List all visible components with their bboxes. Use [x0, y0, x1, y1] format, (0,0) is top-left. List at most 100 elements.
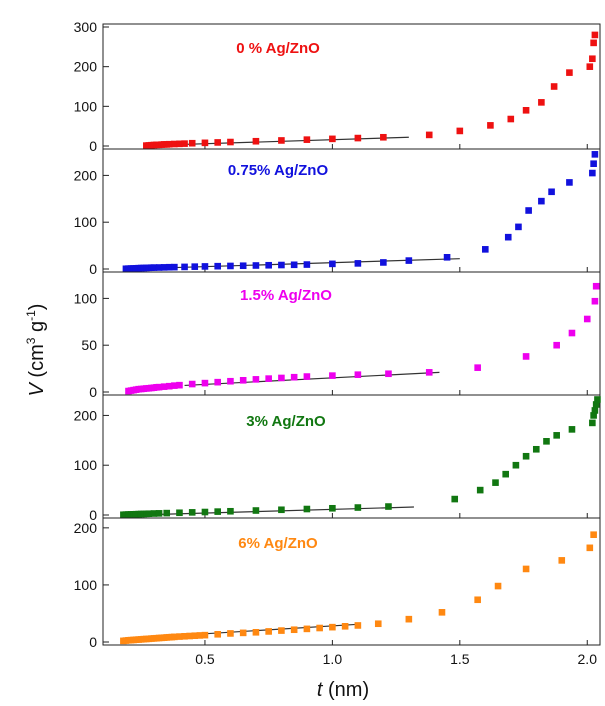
- data-point: [303, 261, 311, 268]
- y-tick-label: 100: [74, 457, 98, 473]
- data-point: [278, 627, 285, 634]
- data-point: [214, 378, 221, 386]
- y-axis-title-open: (cm: [26, 344, 48, 383]
- data-point: [188, 509, 196, 516]
- data-point: [303, 373, 311, 380]
- data-point: [165, 263, 173, 271]
- data-point: [163, 509, 171, 517]
- data-point: [196, 632, 204, 639]
- data-point: [522, 107, 530, 114]
- data-point: [482, 246, 489, 253]
- data-point: [515, 223, 522, 231]
- data-point: [589, 419, 596, 427]
- data-point: [214, 508, 221, 515]
- y-axis-title-sup1: 3: [24, 337, 38, 344]
- data-point: [522, 452, 530, 460]
- data-point: [303, 505, 311, 513]
- y-tick-label: 200: [74, 520, 98, 536]
- y-tick-label: 100: [74, 290, 98, 306]
- data-point: [278, 374, 285, 382]
- data-point: [171, 140, 178, 148]
- data-point: [380, 133, 387, 141]
- data-point: [176, 509, 183, 517]
- data-point: [252, 376, 260, 383]
- data-point: [176, 140, 183, 148]
- x-tick-label: 1.5: [450, 651, 470, 667]
- data-point: [278, 506, 285, 514]
- data-point: [443, 254, 451, 261]
- data-point: [171, 263, 178, 271]
- data-point: [590, 160, 597, 167]
- data-point: [165, 140, 173, 148]
- data-point: [265, 261, 272, 269]
- data-point: [201, 508, 209, 516]
- y-tick-label: 0: [89, 138, 97, 154]
- data-point: [239, 262, 247, 270]
- data-point: [425, 131, 433, 139]
- data-point: [150, 264, 158, 271]
- x-tick-label: 0.5: [195, 651, 215, 667]
- data-point: [176, 381, 183, 389]
- data-point: [522, 565, 530, 573]
- data-point: [155, 264, 163, 271]
- data-point: [374, 620, 382, 628]
- data-point: [550, 83, 558, 90]
- panel-label: 0.75% Ag/ZnO: [228, 162, 329, 179]
- data-point: [558, 557, 566, 564]
- data-point: [354, 260, 362, 267]
- panel-label: 1.5% Ag/ZnO: [240, 287, 332, 304]
- data-point: [239, 629, 247, 637]
- data-point: [252, 507, 260, 514]
- data-point: [405, 615, 413, 623]
- data-point: [591, 31, 599, 39]
- data-point: [354, 622, 362, 629]
- data-point: [553, 341, 560, 349]
- data-point: [329, 135, 336, 143]
- data-point: [566, 179, 573, 186]
- data-point: [476, 486, 484, 494]
- data-point: [341, 623, 349, 630]
- x-axis-title: t (nm): [317, 679, 369, 701]
- data-point: [354, 504, 362, 511]
- data-point: [538, 197, 545, 205]
- data-point: [592, 401, 600, 408]
- x-tick-label: 1.0: [323, 651, 343, 667]
- data-point: [586, 544, 594, 552]
- data-point: [201, 263, 209, 270]
- data-point: [548, 188, 555, 196]
- data-point: [543, 438, 550, 445]
- data-point: [329, 623, 336, 631]
- data-point: [155, 383, 163, 391]
- data-point: [329, 504, 336, 512]
- panel-1: 0 100 200 300 0 % Ag/ZnO: [74, 19, 601, 154]
- data-point: [591, 151, 599, 158]
- data-point: [290, 626, 298, 634]
- data-point: [589, 55, 596, 63]
- y-tick-label: 0: [89, 261, 97, 277]
- panel-label: 0 % Ag/ZnO: [236, 40, 320, 57]
- data-point: [145, 510, 153, 518]
- data-point: [181, 632, 188, 640]
- panel-3: 0 50 100 1.5% Ag/ZnO: [74, 271, 601, 400]
- data-point: [214, 139, 221, 146]
- data-point: [525, 207, 532, 214]
- data-point: [186, 632, 193, 640]
- x-axis-title-unit: (nm): [322, 679, 369, 701]
- data-point: [227, 138, 234, 146]
- panel-label: 3% Ag/ZnO: [246, 413, 326, 430]
- data-point: [227, 377, 234, 385]
- data-point: [494, 582, 502, 590]
- y-tick-label: 50: [81, 337, 97, 353]
- y-axis-title-mid: g: [26, 321, 48, 338]
- data-point: [290, 261, 298, 269]
- y-tick-label: 100: [74, 214, 98, 230]
- data-point: [227, 507, 234, 515]
- panel-frame: [102, 23, 601, 150]
- data-point: [507, 115, 515, 123]
- data-point: [329, 372, 336, 379]
- data-point: [160, 264, 168, 271]
- data-point: [171, 633, 178, 641]
- data-point: [385, 503, 392, 510]
